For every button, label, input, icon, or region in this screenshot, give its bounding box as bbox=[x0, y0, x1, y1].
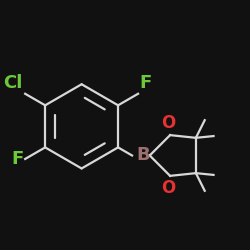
Text: B: B bbox=[136, 146, 150, 164]
Text: F: F bbox=[11, 150, 24, 168]
Text: O: O bbox=[162, 179, 176, 197]
Text: F: F bbox=[140, 74, 152, 92]
Text: O: O bbox=[162, 114, 176, 132]
Text: Cl: Cl bbox=[4, 74, 23, 92]
